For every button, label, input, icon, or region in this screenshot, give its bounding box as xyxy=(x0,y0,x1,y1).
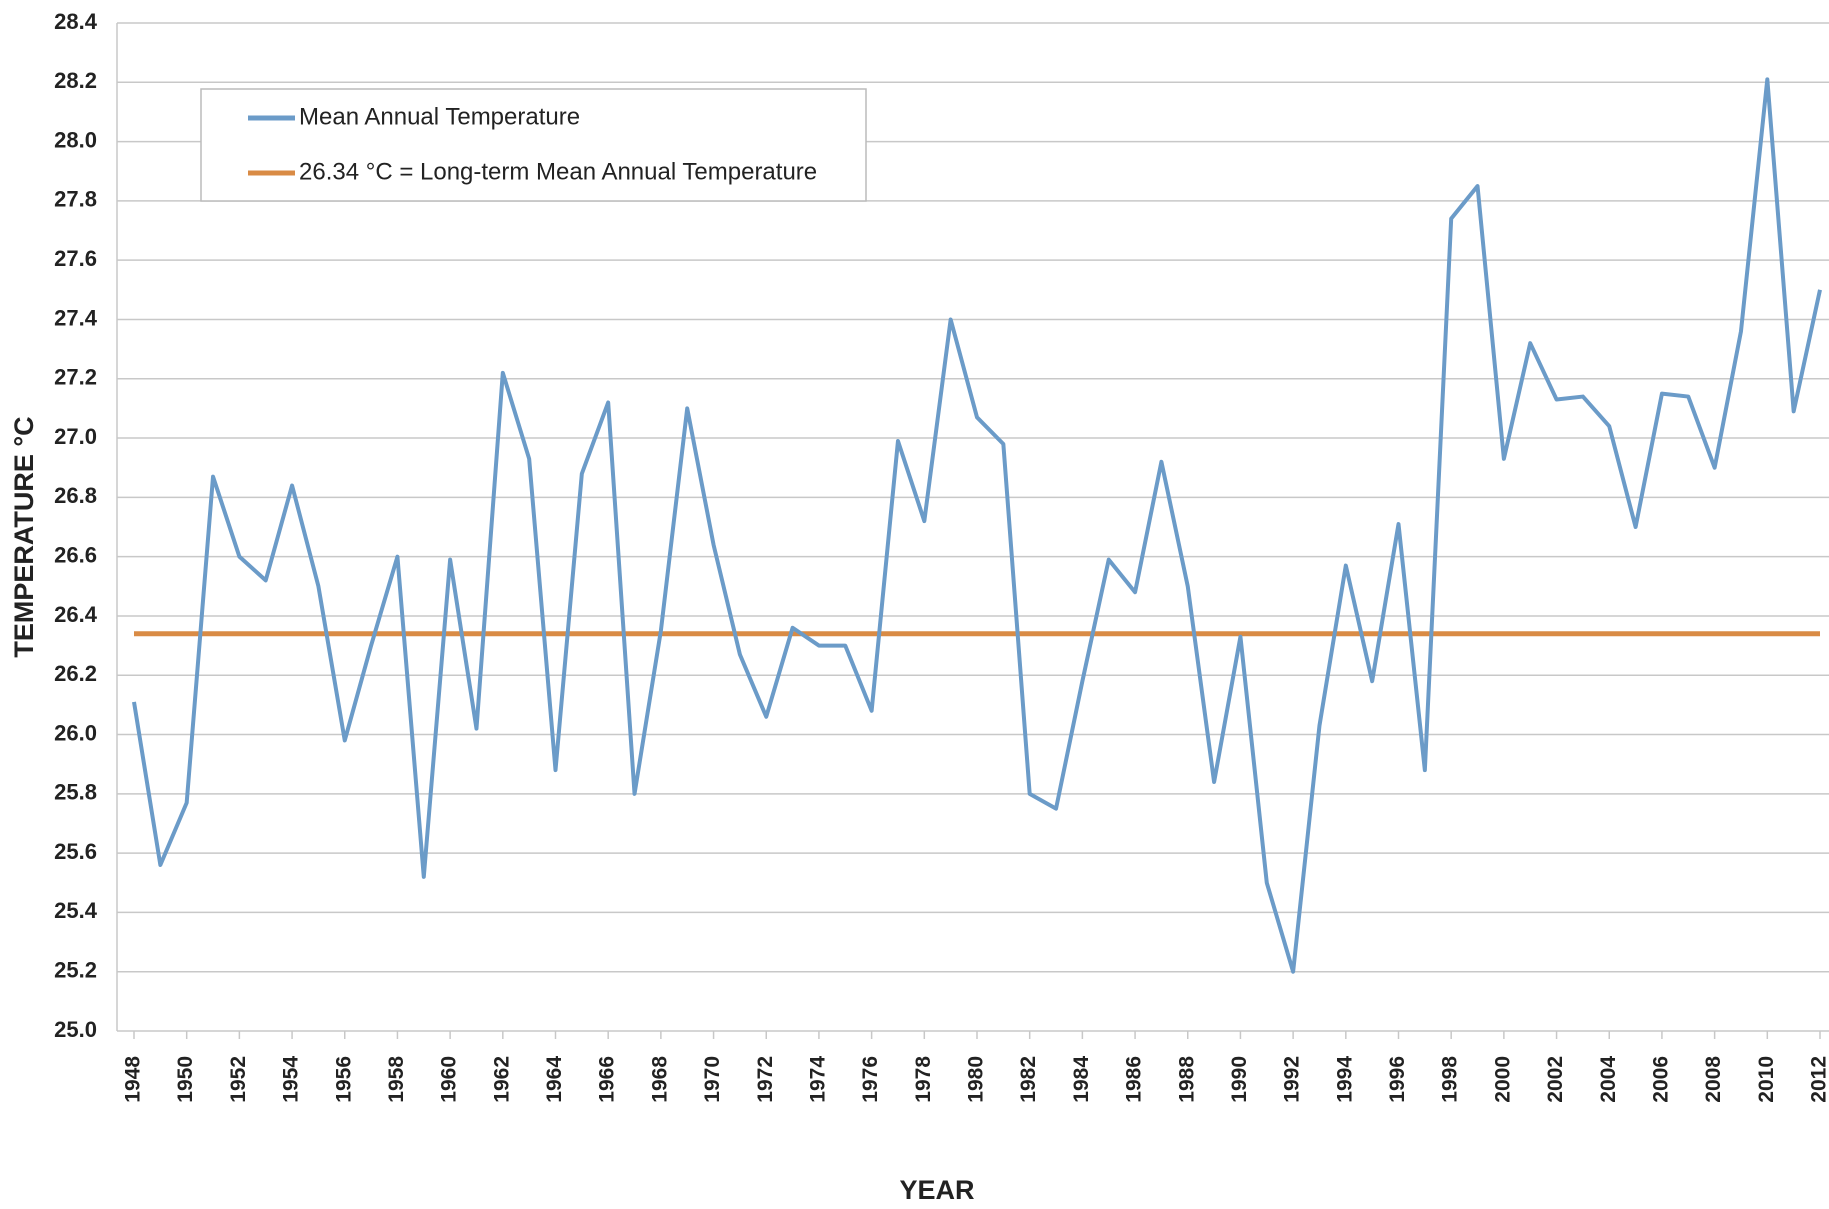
legend-label: Mean Annual Temperature xyxy=(299,103,580,130)
x-tick-label: 1958 xyxy=(385,1056,408,1103)
x-tick-label: 2010 xyxy=(1755,1056,1778,1103)
y-tick-label: 28.0 xyxy=(54,127,97,152)
y-tick-label: 27.6 xyxy=(54,246,97,271)
x-tick-label: 1976 xyxy=(859,1056,882,1103)
x-tick-label: 1988 xyxy=(1175,1056,1198,1103)
x-tick-label: 1974 xyxy=(806,1056,829,1103)
x-tick-label: 1992 xyxy=(1281,1056,1304,1103)
y-tick-label: 26.8 xyxy=(54,483,97,508)
x-tick-label: 2006 xyxy=(1649,1056,1672,1103)
x-tick-label: 1962 xyxy=(490,1056,513,1103)
x-tick-label: 1950 xyxy=(174,1056,197,1103)
y-tick-label: 27.0 xyxy=(54,424,97,449)
x-axis-label: YEAR xyxy=(899,1175,974,1205)
data-line xyxy=(132,77,1822,974)
x-tick-label: 1970 xyxy=(701,1056,724,1103)
x-tick-label: 2004 xyxy=(1597,1056,1620,1103)
y-tick-label: 27.2 xyxy=(54,365,97,390)
x-tick-label: 2002 xyxy=(1544,1056,1567,1103)
x-tick-label: 1966 xyxy=(596,1056,619,1103)
x-tick-label: 1952 xyxy=(227,1056,250,1103)
x-tick-label: 1954 xyxy=(280,1056,303,1103)
x-tick-label: 1972 xyxy=(754,1056,777,1103)
x-tick-label: 1986 xyxy=(1123,1056,1146,1103)
y-tick-label: 26.2 xyxy=(54,661,97,686)
x-tick-label: 2008 xyxy=(1702,1056,1725,1103)
y-axis-label: TEMPERATURE °C xyxy=(9,416,39,657)
y-tick-label: 25.0 xyxy=(54,1017,97,1042)
x-tick-label: 1964 xyxy=(543,1056,566,1103)
x-tick-label: 1956 xyxy=(332,1056,355,1103)
y-tick-label: 27.8 xyxy=(54,187,97,212)
x-tick-label: 2012 xyxy=(1808,1056,1829,1103)
y-tick-label: 27.4 xyxy=(54,305,98,330)
y-tick-label: 26.4 xyxy=(54,602,98,627)
x-tick-label: 1948 xyxy=(122,1056,145,1103)
y-tick-label: 25.8 xyxy=(54,780,97,805)
legend-box xyxy=(200,88,867,202)
x-tick-label: 1994 xyxy=(1333,1056,1356,1103)
legend-label: 26.34 °C = Long-term Mean Annual Tempera… xyxy=(299,158,817,185)
y-tick-label: 25.2 xyxy=(54,958,97,983)
x-tick-label: 1990 xyxy=(1228,1056,1251,1103)
y-tick-label: 26.6 xyxy=(54,542,97,567)
legend: Mean Annual Temperature 26.34 °C = Long-t… xyxy=(200,88,867,202)
x-tick-label: 1996 xyxy=(1386,1056,1409,1103)
x-tick-label: 2000 xyxy=(1491,1056,1514,1103)
x-tick-label: 1968 xyxy=(648,1056,671,1103)
x-tick-label: 1984 xyxy=(1070,1056,1093,1103)
y-tick-label: 26.0 xyxy=(54,720,97,745)
x-tick-label: 1998 xyxy=(1439,1056,1462,1103)
y-tick-label: 28.2 xyxy=(54,68,97,93)
y-tick-label: 25.6 xyxy=(54,839,97,864)
x-tick-label: 1960 xyxy=(438,1056,461,1103)
y-tick-label: 25.4 xyxy=(54,898,98,923)
x-tick-label: 1980 xyxy=(965,1056,988,1103)
y-tick-label: 28.4 xyxy=(54,9,98,34)
x-tick-label: 1982 xyxy=(1017,1056,1040,1103)
x-tick-label: 1978 xyxy=(912,1056,935,1103)
